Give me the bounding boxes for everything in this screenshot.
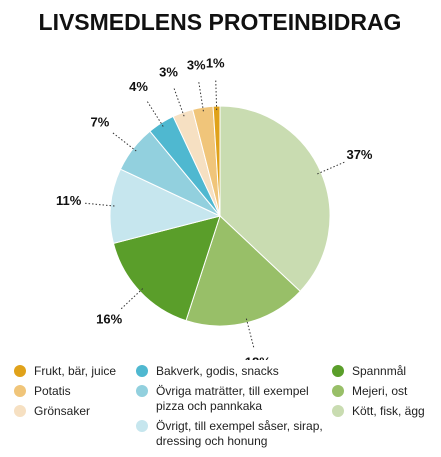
leader-line xyxy=(173,87,185,117)
leader-line xyxy=(84,202,115,207)
leader-line xyxy=(112,132,137,152)
leader-line xyxy=(317,161,346,175)
legend-item: Kött, fisk, ägg xyxy=(332,404,440,419)
chart-title: LIVSMEDLENS PROTEINBIDRAG xyxy=(39,9,402,35)
legend-label: Mejeri, ost xyxy=(352,384,408,398)
legend-swatch xyxy=(14,365,26,377)
data-label: 7% xyxy=(90,114,109,129)
data-label: 3% xyxy=(187,57,206,72)
legend-column: Bakverk, godis, snacks Övriga maträtter, … xyxy=(136,364,326,449)
legend-item: Övriga maträtter, till exempel pizza och… xyxy=(136,384,326,414)
legend-swatch xyxy=(332,385,344,397)
data-label: 11% xyxy=(56,193,82,208)
legend-swatch xyxy=(136,420,148,432)
leader-line xyxy=(120,288,144,310)
data-label: 16% xyxy=(96,311,122,326)
legend-item: Frukt, bär, juice xyxy=(14,364,132,379)
legend-swatch xyxy=(136,385,148,397)
legend-label: Kött, fisk, ägg xyxy=(352,404,425,418)
legend-item: Bakverk, godis, snacks xyxy=(136,364,326,379)
legend-column: Spannmål Mejeri, ost Kött, fisk, ägg xyxy=(332,364,440,419)
data-label: 1% xyxy=(206,56,225,71)
legend-label: Spannmål xyxy=(352,364,407,378)
data-label: 3% xyxy=(159,64,178,79)
legend-label: Potatis xyxy=(34,384,71,398)
chart: LIVSMEDLENS PROTEINBIDRAG 37% 18% 16% 11% 7%… xyxy=(39,9,402,360)
data-label: 18% xyxy=(245,355,271,360)
legend-label: Bakverk, godis, snacks xyxy=(156,364,279,378)
leader-line xyxy=(198,81,204,112)
legend-label: Grönsaker xyxy=(34,404,91,418)
leader-line xyxy=(215,80,218,111)
legend-swatch xyxy=(332,365,344,377)
legend-item: Potatis xyxy=(14,384,132,399)
data-label: 4% xyxy=(129,79,148,94)
data-label: 37% xyxy=(346,147,372,162)
legend-item: Grönsaker xyxy=(14,404,132,419)
legend-item: Övrigt, till exempel såser, sirap, dress… xyxy=(136,419,326,449)
leader-line xyxy=(245,318,255,348)
legend-label: Övriga maträtter, till exempel pizza och… xyxy=(156,384,309,413)
legend-swatch xyxy=(14,385,26,397)
legend-item: Mejeri, ost xyxy=(332,384,440,399)
legend-column: Frukt, bär, juice Potatis Grönsaker xyxy=(14,364,132,419)
leader-line xyxy=(146,100,164,127)
legend-item: Spannmål xyxy=(332,364,440,379)
legend-label: Frukt, bär, juice xyxy=(34,364,117,378)
legend-swatch xyxy=(332,405,344,417)
legend-swatch xyxy=(14,405,26,417)
legend-label: Övrigt, till exempel såser, sirap, dress… xyxy=(156,419,323,448)
legend-swatch xyxy=(136,365,148,377)
